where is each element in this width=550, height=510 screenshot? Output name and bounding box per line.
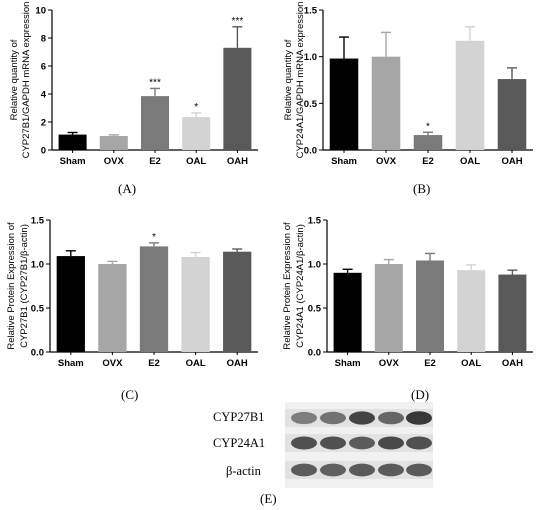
y-axis-label-line2: CYP24A1 (CYP24A1/β-actin) [295,224,306,348]
y-tick-label: 0.0 [308,348,321,359]
blot-band [349,411,375,425]
x-tick-label: OAL [460,156,480,167]
blot-band [406,436,432,450]
x-tick-label: Sham [335,358,361,369]
y-tick-label: 0.5 [308,304,322,315]
western-blot-image [285,402,433,488]
x-tick-label: OVX [102,358,123,369]
y-tick-label: 1.5 [308,216,322,227]
y-axis-label-line2: CYP27B1/GAPDH mRNA expression [21,2,32,159]
x-tick-label: Sham [60,156,86,167]
y-tick-label: 1.0 [304,52,317,63]
panel-label-e: (E) [260,491,277,506]
blot-band [291,411,317,425]
y-tick-label: 8 [41,34,46,45]
bar [371,56,401,150]
panel-label-c: (C) [121,387,139,402]
blot-label-beta-actin: β-actin [226,464,261,478]
y-tick-label: 2 [41,118,46,129]
bar [374,264,403,352]
y-tick-label: 1.5 [304,6,318,17]
x-tick-label: E2 [422,156,434,167]
bar [223,47,252,150]
bar [457,270,486,352]
y-tick-label: 10 [35,6,46,17]
y-axis-label-line1: Relative Protein Expression of [6,222,17,350]
y-tick-label: 0.0 [304,146,317,157]
y-tick-label: 1.5 [31,216,45,227]
blot-band [349,463,375,477]
chart-c: 0.0 0.5 1.0 1.5 Relative Protein Expression … [6,216,258,369]
y-tick-label: 0.5 [304,99,318,110]
x-tick-label: OVX [379,358,400,369]
blot-band [291,463,317,477]
x-tick-label: OAH [227,358,248,369]
panel-label-d: (D) [411,387,430,402]
blot-band [320,411,346,425]
y-tick-label: 6 [41,62,46,73]
bar [181,256,210,352]
x-tick-label: E2 [149,156,161,167]
blot-band [406,411,432,425]
blot-band [320,436,346,450]
significance-marker: *** [149,77,161,88]
blot-band [349,436,375,450]
chart-a: 0 2 4 6 8 10 Relative quantity of CYP27B1/GAPDH… [9,2,258,167]
x-tick-label: OAH [501,156,522,167]
y-axis-label-line1: Relative Protein Expression of [282,222,293,350]
chart-d: 0.0 0.5 1.0 1.5 Relative Protein Expression … [282,216,533,369]
bar [98,264,127,352]
bar [58,134,87,150]
significance-marker: * [194,102,198,113]
blot-band [291,436,317,450]
x-tick-label: E2 [424,358,436,369]
x-tick-label: OVX [104,156,125,167]
significance-marker: * [152,232,156,243]
blot-band [378,463,404,477]
y-tick-label: 4 [41,90,47,101]
blot-band [378,436,404,450]
significance-marker: *** [232,16,244,27]
x-tick-label: OAH [502,358,523,369]
blot-label-cyp24a1: CYP24A1 [213,436,266,450]
significance-marker: * [426,121,430,132]
x-tick-label: OAH [227,156,248,167]
x-tick-label: Sham [58,358,84,369]
bar [413,135,443,150]
chart-b: 0.0 0.5 1.0 1.5 Relative quantity of CYP24A1/… [283,2,533,167]
bar [455,40,485,150]
y-axis-label-line1: Relative quantity of [283,39,294,120]
panel-label-a: (A) [118,181,137,196]
panel-label-b: (B) [413,181,431,196]
x-tick-label: OAL [461,358,481,369]
bar [99,136,128,150]
bar [139,246,169,352]
bar [329,58,359,150]
x-tick-label: OAL [186,358,206,369]
blot-label-cyp27b1: CYP27B1 [213,410,265,424]
y-tick-label: 1.0 [308,260,321,271]
bar [415,260,445,352]
y-tick-label: 0 [41,146,46,157]
y-axis-label-line1: Relative quantity of [9,39,20,120]
blot-band [320,463,346,477]
x-tick-label: OVX [376,156,397,167]
blot-band [378,411,404,425]
y-tick-label: 0.0 [31,348,44,359]
bar [140,96,170,150]
y-axis-label-line2: CYP24A1/GAPDH mRNA expression [295,2,306,159]
bar [497,79,527,150]
y-axis-label-line2: CYP27B1 (CYP27B1/β-actin) [19,224,30,348]
bar [333,272,362,352]
x-tick-label: OAL [186,156,206,167]
bar [223,251,252,352]
y-tick-label: 0.5 [31,304,45,315]
x-tick-label: Sham [331,156,357,167]
bar [182,117,211,150]
y-tick-label: 1.0 [31,260,44,271]
bar [56,256,85,352]
blot-band [406,463,432,477]
bar [498,274,527,352]
x-tick-label: E2 [148,358,160,369]
